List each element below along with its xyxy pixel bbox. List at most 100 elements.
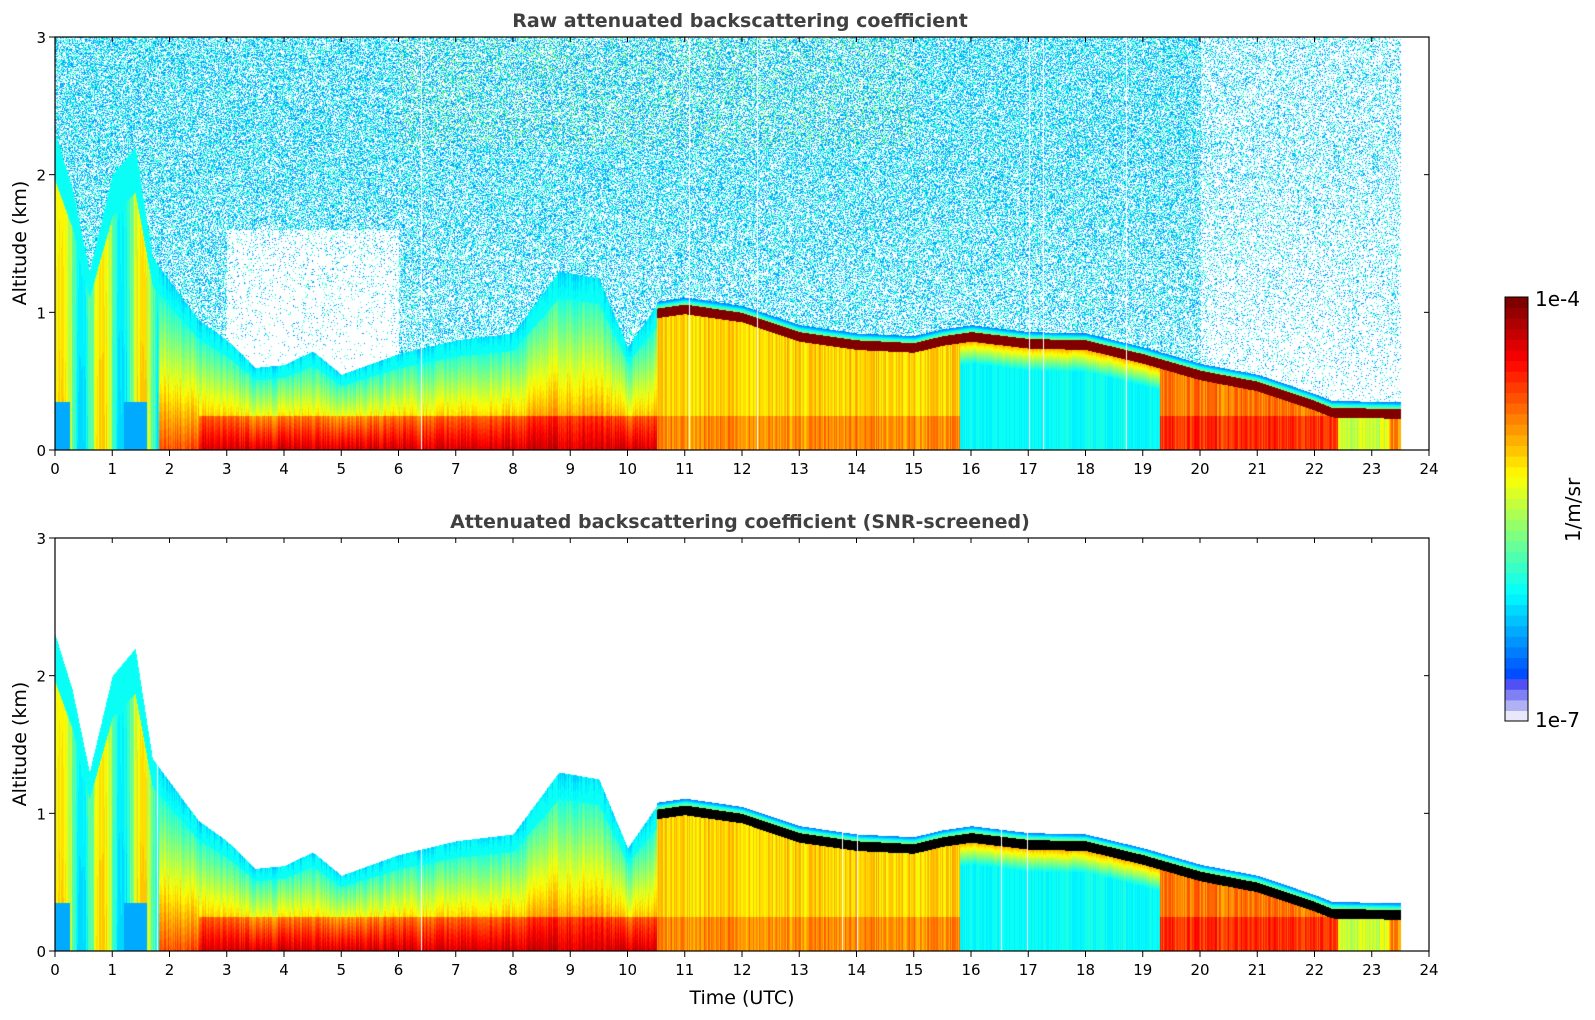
colorbar-level bbox=[1505, 572, 1528, 584]
x-tick-label: 20 bbox=[1190, 460, 1209, 478]
x-tick-label: 16 bbox=[961, 961, 980, 979]
x-tick-label: 7 bbox=[451, 961, 461, 979]
x-tick-label: 0 bbox=[50, 961, 60, 979]
colorbar-swatches bbox=[1505, 297, 1528, 722]
y-tick-label: 1 bbox=[36, 805, 46, 823]
y-tick-label: 2 bbox=[36, 167, 46, 185]
x-tick-label: 5 bbox=[336, 460, 346, 478]
x-tick-label: 10 bbox=[618, 460, 637, 478]
colorbar-level bbox=[1505, 318, 1528, 330]
colorbar-level bbox=[1505, 678, 1528, 690]
colorbar-level bbox=[1505, 487, 1528, 499]
colorbar-level bbox=[1505, 424, 1528, 436]
heatmap-area bbox=[55, 538, 1429, 951]
colorbar-level bbox=[1505, 371, 1528, 383]
colorbar-frame bbox=[1504, 296, 1529, 722]
x-tick-label: 9 bbox=[565, 961, 575, 979]
x-tick-label: 11 bbox=[675, 460, 694, 478]
y-tick-label: 3 bbox=[36, 29, 46, 47]
colorbar-level bbox=[1505, 466, 1528, 478]
colorbar-level bbox=[1505, 689, 1528, 701]
raw-backscatter-panel: Raw attenuated backscattering coefficien… bbox=[9, 10, 1439, 478]
x-tick-label: 22 bbox=[1305, 961, 1324, 979]
x-tick-label: 18 bbox=[1076, 961, 1095, 979]
x-tick-label: 3 bbox=[222, 460, 232, 478]
colorbar-level bbox=[1505, 509, 1528, 521]
panel-title: Attenuated backscattering coefficient (S… bbox=[450, 511, 1030, 533]
x-tick-label: 15 bbox=[904, 460, 923, 478]
colorbar-level bbox=[1505, 445, 1528, 457]
x-tick-label: 17 bbox=[1019, 961, 1038, 979]
x-tick-label: 17 bbox=[1019, 460, 1038, 478]
colorbar-level bbox=[1505, 360, 1528, 372]
x-tick-label: 18 bbox=[1076, 460, 1095, 478]
colorbar-level bbox=[1505, 551, 1528, 563]
x-tick-label: 8 bbox=[508, 460, 518, 478]
colorbar-level bbox=[1505, 339, 1528, 351]
colorbar-level bbox=[1505, 456, 1528, 468]
x-tick-label: 21 bbox=[1248, 961, 1267, 979]
colorbar-level bbox=[1505, 392, 1528, 404]
x-tick-label: 15 bbox=[904, 961, 923, 979]
colorbar-level bbox=[1505, 413, 1528, 425]
x-tick-label: 2 bbox=[165, 460, 175, 478]
colorbar-min-label: 1e-7 bbox=[1535, 708, 1580, 732]
colorbar-level bbox=[1505, 593, 1528, 605]
panel-title: Raw attenuated backscattering coefficien… bbox=[512, 10, 968, 32]
x-tick-label: 19 bbox=[1133, 961, 1152, 979]
x-tick-label: 1 bbox=[107, 961, 117, 979]
colorbar-level bbox=[1505, 699, 1528, 711]
y-axis: 0 1 2 3 bbox=[36, 29, 1429, 460]
y-tick-label: 0 bbox=[36, 442, 46, 460]
x-tick-label: 12 bbox=[732, 961, 751, 979]
x-tick-label: 24 bbox=[1419, 961, 1438, 979]
x-tick-label: 13 bbox=[790, 460, 809, 478]
colorbar-level bbox=[1505, 519, 1528, 531]
x-tick-label: 21 bbox=[1248, 460, 1267, 478]
x-tick-label: 5 bbox=[336, 961, 346, 979]
colorbar-level bbox=[1505, 604, 1528, 616]
x-tick-label: 1 bbox=[107, 460, 117, 478]
x-tick-label: 9 bbox=[565, 460, 575, 478]
x-tick-label: 19 bbox=[1133, 460, 1152, 478]
colorbar-level bbox=[1505, 297, 1528, 309]
colorbar-level bbox=[1505, 540, 1528, 552]
colorbar-level bbox=[1505, 477, 1528, 489]
colorbar-level bbox=[1505, 583, 1528, 595]
x-tick-label: 7 bbox=[451, 460, 461, 478]
colorbar-level bbox=[1505, 615, 1528, 627]
y-tick-label: 2 bbox=[36, 668, 46, 686]
colorbar-level bbox=[1505, 498, 1528, 510]
y-axis-label: Altitude (km) bbox=[9, 181, 31, 306]
x-tick-label: 3 bbox=[222, 961, 232, 979]
x-tick-label: 11 bbox=[675, 961, 694, 979]
x-tick-label: 4 bbox=[279, 460, 289, 478]
colorbar-level bbox=[1505, 668, 1528, 680]
x-tick-label: 2 bbox=[165, 961, 175, 979]
x-tick-label: 23 bbox=[1362, 460, 1381, 478]
colorbar-level bbox=[1505, 530, 1528, 542]
x-tick-label: 10 bbox=[618, 961, 637, 979]
y-axis: 0 1 2 3 bbox=[36, 530, 1429, 961]
y-tick-label: 0 bbox=[36, 943, 46, 961]
x-tick-label: 14 bbox=[847, 961, 866, 979]
colorbar-level bbox=[1505, 434, 1528, 446]
x-tick-label: 6 bbox=[394, 460, 404, 478]
x-tick-label: 12 bbox=[732, 460, 751, 478]
colorbar-level bbox=[1505, 657, 1528, 669]
x-tick-label: 23 bbox=[1362, 961, 1381, 979]
x-tick-label: 16 bbox=[961, 460, 980, 478]
y-tick-label: 1 bbox=[36, 304, 46, 322]
x-tick-label: 6 bbox=[394, 961, 404, 979]
x-tick-label: 24 bbox=[1419, 460, 1438, 478]
x-axis: 0 1 2 3 4 5 6 7 8 9 10 11 12 13 14 15 16 17 18 19 20 21 22 23 24 bbox=[50, 538, 1439, 979]
colorbar-level bbox=[1505, 646, 1528, 658]
x-tick-label: 4 bbox=[279, 961, 289, 979]
y-tick-label: 3 bbox=[36, 530, 46, 548]
colorbar-units-label: 1/m/sr bbox=[1561, 477, 1585, 542]
x-tick-label: 0 bbox=[50, 460, 60, 478]
heatmap-area bbox=[55, 37, 1429, 450]
x-tick-label: 14 bbox=[847, 460, 866, 478]
snr-screened-panel: Attenuated backscattering coefficient (S… bbox=[9, 511, 1439, 1009]
